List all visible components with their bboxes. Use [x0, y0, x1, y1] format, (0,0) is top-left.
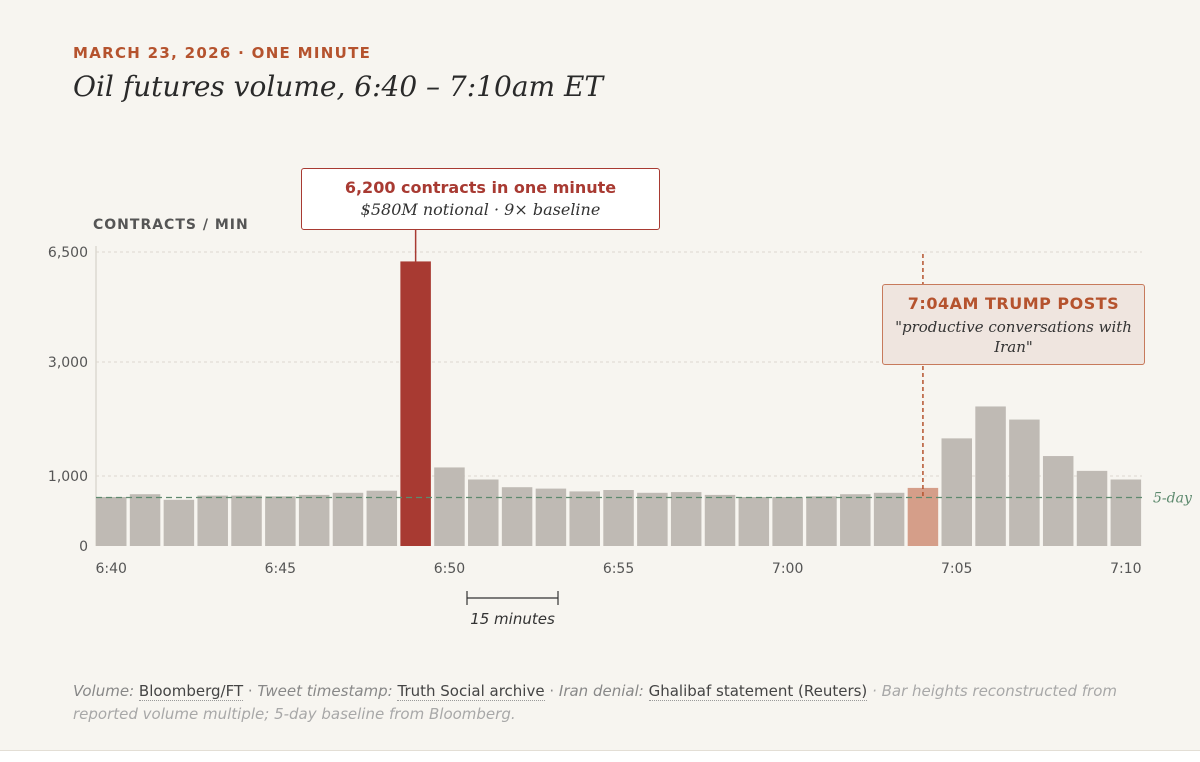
bar — [332, 492, 364, 546]
tweet-source-link[interactable]: Truth Social archive — [397, 682, 545, 701]
y-tick-label: 6,500 — [48, 245, 88, 261]
bar — [96, 497, 127, 546]
method-note: Bar heights reconstructed from reported … — [73, 682, 1117, 723]
bar — [366, 490, 398, 546]
trump-post-bar — [907, 487, 939, 546]
spike-callout: 6,200 contracts in one minute $580M noti… — [301, 168, 660, 230]
bar — [569, 491, 600, 546]
bar — [873, 492, 905, 546]
iran-source-link[interactable]: Ghalibaf statement (Reuters) — [648, 682, 868, 701]
trump-post-callout: 7:04AM TRUMP POSTS "productive conversat… — [882, 284, 1145, 365]
bar — [772, 497, 803, 546]
bar — [806, 496, 837, 546]
spike-bar — [400, 261, 431, 546]
x-tick-label: 6:50 — [434, 561, 465, 577]
y-tick-label: 1,000 — [48, 469, 88, 485]
bar — [1042, 456, 1074, 546]
y-tick-label: 3,000 — [48, 355, 88, 371]
date-kicker: MARCH 23, 2026 · ONE MINUTE — [73, 44, 372, 62]
bar — [231, 495, 262, 546]
bar — [941, 438, 972, 546]
volume-label: Volume: — [73, 682, 135, 700]
iran-label: Iran denial: — [558, 682, 644, 700]
spike-callout-title: 6,200 contracts in one minute — [344, 178, 617, 197]
volume-source-link[interactable]: Bloomberg/FT — [138, 682, 244, 701]
bar — [1009, 419, 1040, 546]
tweet-label: Tweet timestamp: — [257, 682, 393, 700]
bar — [298, 494, 330, 546]
x-tick-label: 6:40 — [96, 561, 127, 577]
x-tick-label: 6:55 — [603, 561, 634, 577]
x-tick-label: 7:00 — [772, 561, 803, 577]
x-tick-label: 7:10 — [1110, 561, 1141, 577]
trump-callout-title: 7:04AM TRUMP POSTS — [907, 294, 1120, 313]
bar — [1076, 470, 1108, 546]
y-axis-label: CONTRACTS / MIN — [93, 217, 249, 233]
bar — [129, 494, 161, 546]
bar — [468, 479, 499, 546]
bar — [670, 492, 702, 546]
bar — [163, 499, 195, 546]
bar — [603, 490, 634, 546]
bar — [637, 492, 668, 546]
source-note: Volume: Bloomberg/FT · Tweet timestamp: … — [73, 680, 1143, 726]
baseline-label: 5-day — [1153, 491, 1193, 507]
y-tick-label: 0 — [79, 539, 88, 555]
bar — [434, 467, 465, 546]
x-tick-label: 6:45 — [265, 561, 296, 577]
bar — [840, 494, 871, 546]
bar — [1110, 479, 1142, 546]
spike-callout-subtitle: $580M notional · 9× baseline — [360, 200, 601, 219]
x-tick-label: 7:05 — [941, 561, 972, 577]
trump-callout-quote: "productive conversations with Iran" — [895, 318, 1132, 356]
bar — [535, 488, 567, 546]
sep-2: · — [544, 682, 559, 700]
sep-3: · — [867, 682, 882, 700]
bar — [197, 495, 228, 546]
bar — [265, 496, 296, 546]
scale-bar-label: 15 minutes — [470, 610, 555, 628]
bar — [975, 406, 1006, 546]
bar — [501, 487, 533, 546]
sep-1: · — [243, 682, 258, 700]
chart-title: Oil futures volume, 6:40 – 7:10am ET — [73, 70, 604, 103]
bar — [704, 494, 736, 546]
bar — [738, 497, 770, 546]
